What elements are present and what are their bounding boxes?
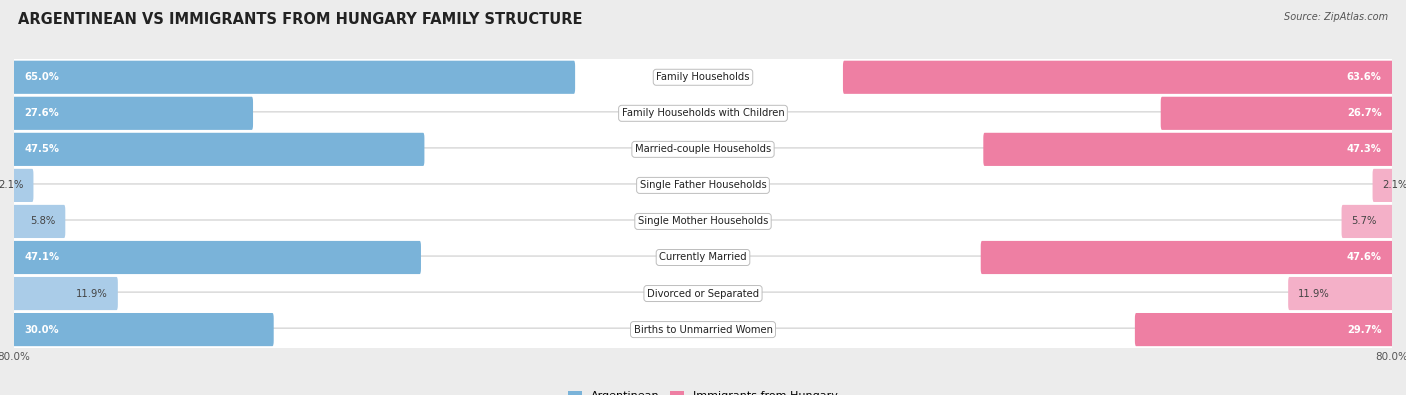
Text: 5.8%: 5.8% <box>30 216 55 226</box>
Text: 2.1%: 2.1% <box>0 181 24 190</box>
FancyBboxPatch shape <box>13 79 1393 148</box>
Text: 47.5%: 47.5% <box>24 144 59 154</box>
FancyBboxPatch shape <box>1341 205 1393 238</box>
Text: 47.3%: 47.3% <box>1347 144 1382 154</box>
Text: Married-couple Households: Married-couple Households <box>636 144 770 154</box>
FancyBboxPatch shape <box>13 277 118 310</box>
FancyBboxPatch shape <box>13 151 1393 220</box>
Text: Divorced or Separated: Divorced or Separated <box>647 288 759 299</box>
Text: 47.1%: 47.1% <box>24 252 59 263</box>
Text: Single Mother Households: Single Mother Households <box>638 216 768 226</box>
Text: 11.9%: 11.9% <box>76 288 108 299</box>
FancyBboxPatch shape <box>13 133 425 166</box>
Text: Family Households: Family Households <box>657 72 749 82</box>
FancyBboxPatch shape <box>13 97 253 130</box>
Text: Currently Married: Currently Married <box>659 252 747 263</box>
FancyBboxPatch shape <box>1135 313 1393 346</box>
FancyBboxPatch shape <box>13 223 1393 292</box>
FancyBboxPatch shape <box>981 241 1393 274</box>
FancyBboxPatch shape <box>13 205 65 238</box>
FancyBboxPatch shape <box>13 259 1393 328</box>
Text: 29.7%: 29.7% <box>1347 325 1382 335</box>
FancyBboxPatch shape <box>1161 97 1393 130</box>
Text: 63.6%: 63.6% <box>1347 72 1382 82</box>
FancyBboxPatch shape <box>13 313 274 346</box>
Text: 30.0%: 30.0% <box>24 325 59 335</box>
Text: ARGENTINEAN VS IMMIGRANTS FROM HUNGARY FAMILY STRUCTURE: ARGENTINEAN VS IMMIGRANTS FROM HUNGARY F… <box>18 12 582 27</box>
Text: 47.6%: 47.6% <box>1347 252 1382 263</box>
FancyBboxPatch shape <box>13 187 1393 256</box>
Text: 5.7%: 5.7% <box>1351 216 1376 226</box>
FancyBboxPatch shape <box>1288 277 1393 310</box>
FancyBboxPatch shape <box>844 61 1393 94</box>
Text: 2.1%: 2.1% <box>1382 181 1406 190</box>
FancyBboxPatch shape <box>13 295 1393 364</box>
Text: 65.0%: 65.0% <box>24 72 59 82</box>
Text: Source: ZipAtlas.com: Source: ZipAtlas.com <box>1284 12 1388 22</box>
Legend: Argentinean, Immigrants from Hungary: Argentinean, Immigrants from Hungary <box>564 386 842 395</box>
Text: Births to Unmarried Women: Births to Unmarried Women <box>634 325 772 335</box>
FancyBboxPatch shape <box>13 241 420 274</box>
FancyBboxPatch shape <box>1372 169 1393 202</box>
Text: Single Father Households: Single Father Households <box>640 181 766 190</box>
Text: 26.7%: 26.7% <box>1347 108 1382 118</box>
FancyBboxPatch shape <box>13 61 575 94</box>
Text: 27.6%: 27.6% <box>24 108 59 118</box>
Text: 11.9%: 11.9% <box>1298 288 1330 299</box>
Text: Family Households with Children: Family Households with Children <box>621 108 785 118</box>
FancyBboxPatch shape <box>13 43 1393 112</box>
FancyBboxPatch shape <box>13 169 34 202</box>
FancyBboxPatch shape <box>13 115 1393 184</box>
FancyBboxPatch shape <box>983 133 1393 166</box>
